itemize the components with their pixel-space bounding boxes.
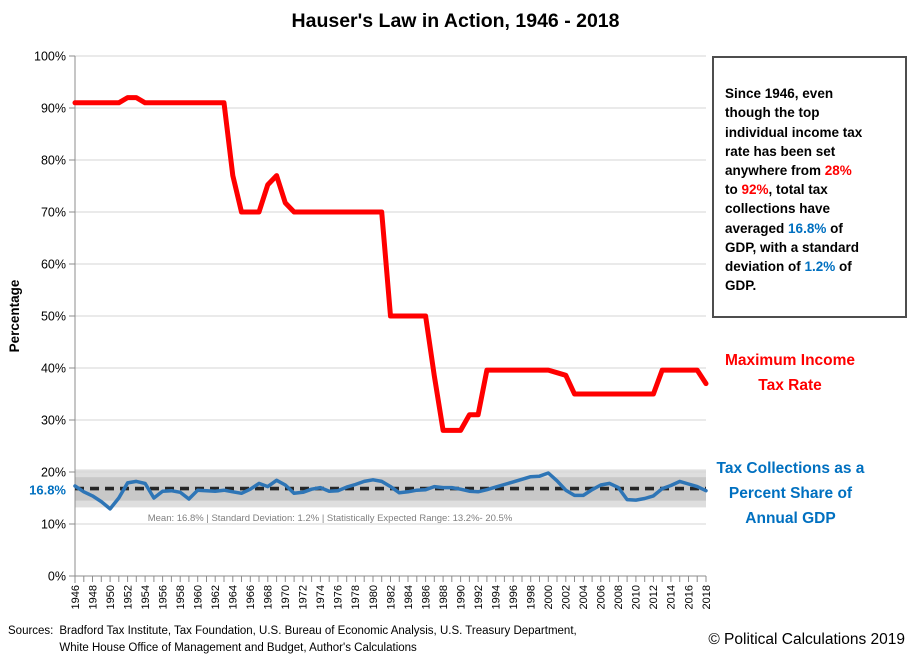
x-tick-label: 1998 xyxy=(526,585,538,609)
x-tick-label: 1982 xyxy=(385,585,397,609)
x-tick-label: 1950 xyxy=(105,585,117,609)
x-tick-label: 1974 xyxy=(315,585,327,609)
x-tick-label: 1964 xyxy=(228,585,240,609)
commentary-box: Since 1946, even though the top individu… xyxy=(712,56,907,318)
mean-annotation: Mean: 16.8% | Standard Deviation: 1.2% |… xyxy=(148,513,513,524)
x-tick-label: 1946 xyxy=(70,585,82,609)
y-tick-label: 70% xyxy=(41,206,66,220)
y-tick-label: 10% xyxy=(41,518,66,532)
x-tick-label: 1980 xyxy=(368,585,380,609)
x-tick-label: 1984 xyxy=(403,585,415,609)
copyright-note: © Political Calculations 2019 xyxy=(708,631,905,648)
y-tick-label: 30% xyxy=(41,414,66,428)
sources-line-1: Bradford Tax Institute, Tax Foundation, … xyxy=(59,625,577,637)
series-label-tax-collections: Tax Collections as a Percent Share of An… xyxy=(716,460,865,527)
y-tick-label: 80% xyxy=(41,154,66,168)
y-axis-title: Percentage xyxy=(7,279,22,352)
x-tick-label: 2004 xyxy=(578,585,590,609)
x-tick-label: 1956 xyxy=(157,585,169,609)
x-tick-label: 1992 xyxy=(473,585,485,609)
x-tick-label: 1976 xyxy=(333,585,345,609)
x-tick-label: 1966 xyxy=(245,585,257,609)
x-tick-label: 2002 xyxy=(561,585,573,609)
chart-title: Hauser's Law in Action, 1946 - 2018 xyxy=(291,10,620,32)
x-tick-label: 1948 xyxy=(87,585,99,609)
x-tick-label: 1972 xyxy=(298,585,310,609)
sources-lines: Bradford Tax Institute, Tax Foundation, … xyxy=(59,623,576,657)
series-label-max-tax-rate: Maximum Income Tax Rate xyxy=(724,352,856,394)
x-tick-label: 1986 xyxy=(420,585,432,609)
x-tick-label: 1996 xyxy=(508,585,520,609)
sources-label: Sources: xyxy=(8,625,54,637)
x-tick-label: 1962 xyxy=(210,585,222,609)
blue-series-line xyxy=(73,471,708,511)
sources-note: Sources: Bradford Tax Institute, Tax Fou… xyxy=(8,623,577,657)
x-tick-label: 1990 xyxy=(455,585,467,609)
y-tick-label: 100% xyxy=(34,50,66,64)
x-tick-label: 1952 xyxy=(122,585,134,609)
y-tick-label: 20% xyxy=(41,466,66,480)
x-tick-label: 1968 xyxy=(263,585,275,609)
x-tick-label: 2000 xyxy=(543,585,555,609)
x-tick-label: 2012 xyxy=(648,585,660,609)
y-tick-label: 60% xyxy=(41,258,66,272)
x-tick-label: 1988 xyxy=(438,585,450,609)
x-tick-label: 2006 xyxy=(596,585,608,609)
x-tick-label: 1954 xyxy=(140,585,152,609)
x-tick-label: 2014 xyxy=(666,585,678,609)
red-series-line xyxy=(72,95,709,433)
commentary-text: Since 1946, even though the top individu… xyxy=(725,86,863,294)
x-tick-label: 1970 xyxy=(280,585,292,609)
y-tick-label: 0% xyxy=(48,570,66,584)
mean-value-label: 16.8% xyxy=(29,483,66,498)
x-tick-label: 2010 xyxy=(631,585,643,609)
x-tick-label: 2016 xyxy=(683,585,695,609)
x-tick-label: 2008 xyxy=(613,585,625,609)
y-tick-label: 50% xyxy=(41,310,66,324)
x-tick-label: 1978 xyxy=(350,585,362,609)
y-tick-label: 90% xyxy=(41,102,66,116)
y-tick-label: 40% xyxy=(41,362,66,376)
sources-line-2: White House Office of Management and Bud… xyxy=(59,642,417,654)
x-tick-label: 1994 xyxy=(491,585,503,609)
x-tick-label: 2018 xyxy=(701,585,713,609)
x-tick-label: 1958 xyxy=(175,585,187,609)
x-tick-label: 1960 xyxy=(193,585,205,609)
